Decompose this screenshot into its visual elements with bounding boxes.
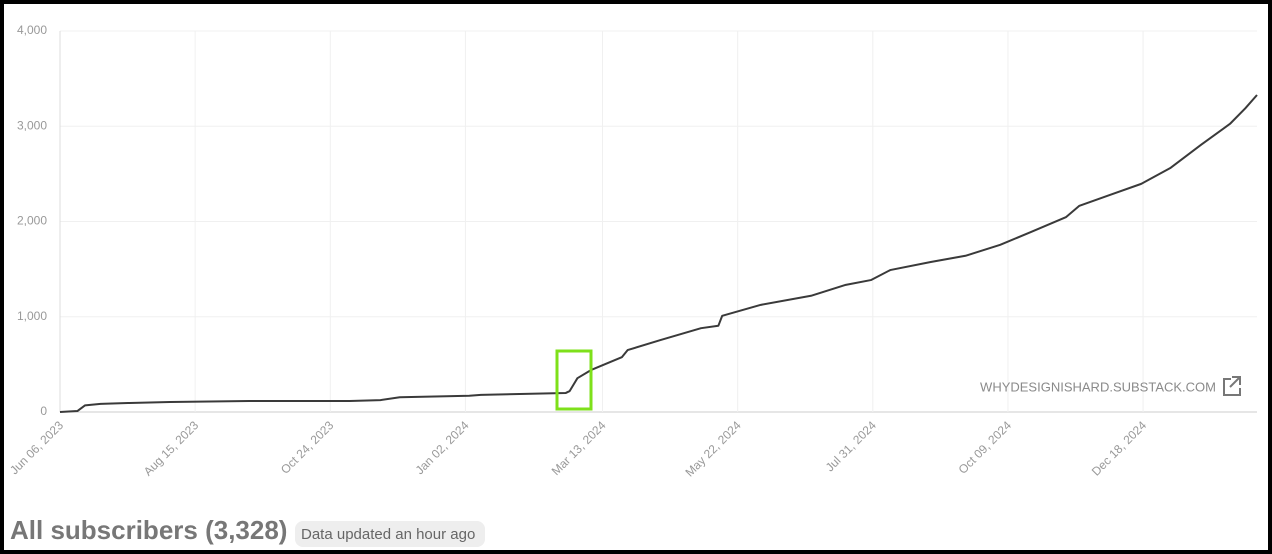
x-tick-label: May 22, 2024 bbox=[682, 418, 744, 480]
x-tick-label: Jan 02, 2024 bbox=[413, 418, 472, 477]
watermark-link[interactable]: WHYDESIGNISHARD.SUBSTACK.COM bbox=[980, 379, 1216, 394]
external-link-icon[interactable] bbox=[1223, 376, 1241, 396]
x-tick-label: Jun 06, 2023 bbox=[7, 418, 66, 477]
x-tick-label: Oct 09, 2024 bbox=[956, 418, 1015, 477]
x-tick-label: Jul 31, 2024 bbox=[823, 418, 879, 474]
x-tick-label: Mar 13, 2024 bbox=[549, 418, 609, 478]
title: All subscribers (3,328) bbox=[10, 515, 287, 545]
y-tick-label: 4,000 bbox=[17, 23, 47, 37]
y-tick-label: 3,000 bbox=[17, 118, 47, 132]
highlight-box bbox=[555, 349, 593, 411]
subtitle: Data updated an hour ago bbox=[301, 526, 475, 543]
x-tick-label: Dec 18, 2024 bbox=[1089, 418, 1150, 479]
status-badge bbox=[295, 521, 485, 547]
axes: 0 1,000 2,000 3,000 4,000 Jun 06, 2023 Aug 15,… bbox=[7, 23, 1258, 480]
data-line bbox=[59, 94, 1258, 413]
x-tick-label: Aug 15, 2023 bbox=[141, 418, 202, 479]
y-tick-label: 1,000 bbox=[17, 309, 47, 323]
y-tick-label: 2,000 bbox=[17, 214, 47, 228]
y-tick-label: 0 bbox=[40, 404, 47, 418]
x-tick-label: Oct 24, 2023 bbox=[278, 418, 337, 477]
